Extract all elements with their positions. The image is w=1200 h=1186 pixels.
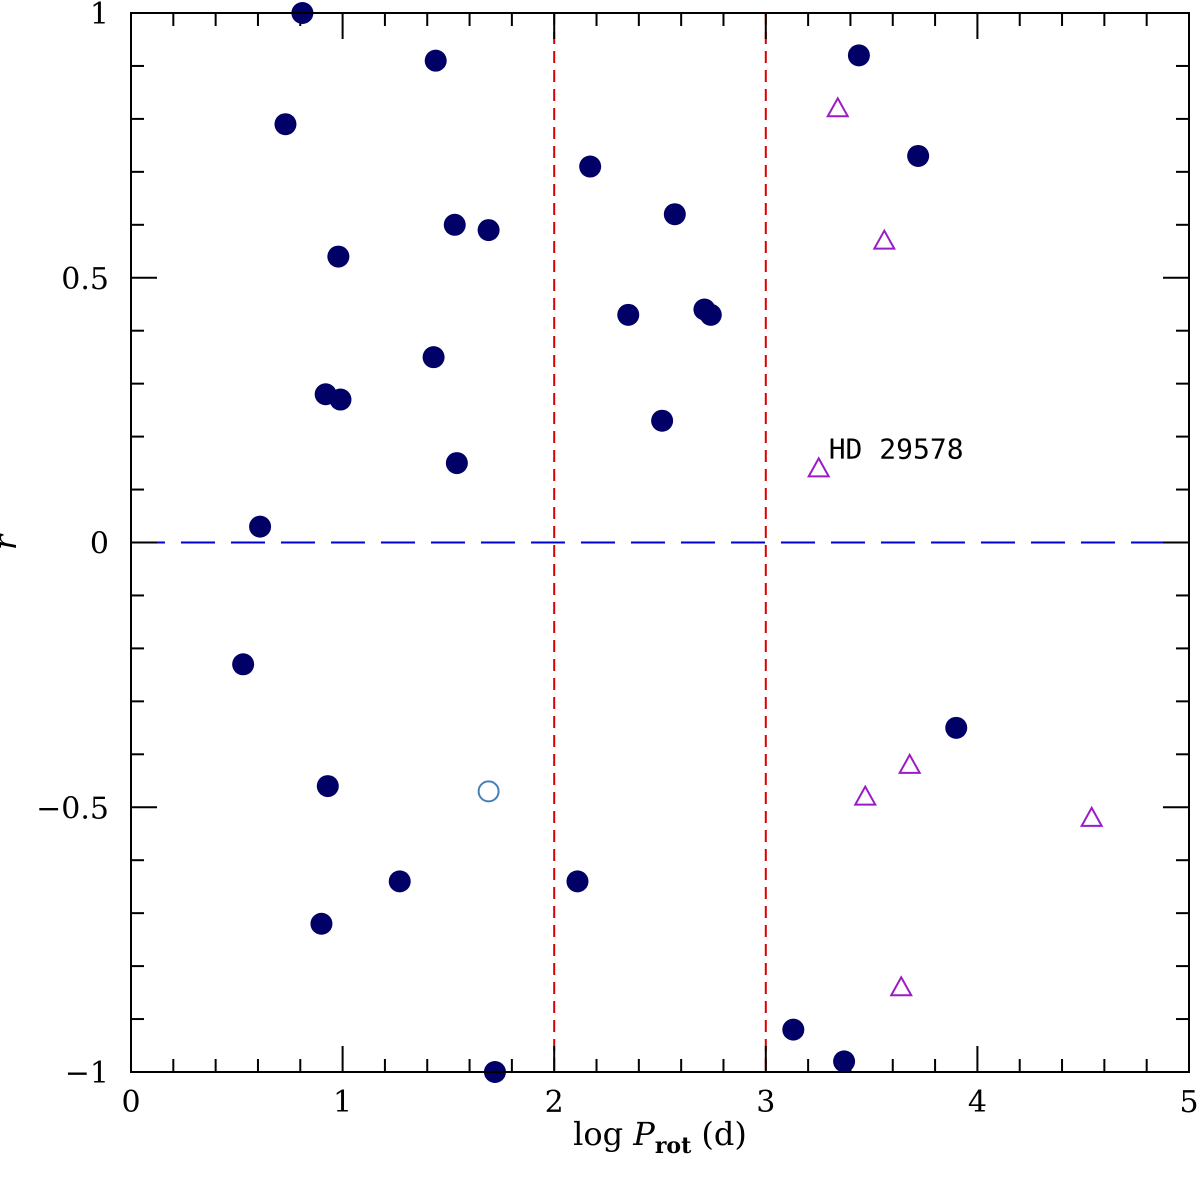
filled-circle-point [699,303,722,326]
plot-frame [130,12,1190,1073]
filled-circle-point [329,388,352,411]
tick-labels: 0 1 2 3 4 5 −1 −0.5 0 0.5 1 [36,0,1198,1120]
y-tick-label: 1 [90,0,109,32]
open-triangle-point [1079,805,1104,827]
x-tick-label: 1 [333,1085,352,1120]
open-triangle-point [826,96,850,118]
annotation-hd-29578: HD 29578 [829,432,964,465]
x-tick-label: 0 [121,1085,140,1120]
x-tick-label: 5 [1179,1085,1198,1120]
filled-circle-point [443,213,466,236]
x-tick-label: 2 [545,1085,564,1120]
x-axis-label-prefix: log [573,1115,633,1153]
filled-circle-point [579,155,602,178]
filled-circle-point [782,1018,805,1041]
data-points [232,2,1104,1083]
reference-lines [131,13,1189,1072]
filled-circle-point [232,653,255,676]
y-tick-label: 0.5 [61,262,109,297]
filled-circle-point [663,203,686,226]
filled-circle-point [274,113,297,136]
open-triangle-point [889,975,913,997]
x-axis-label-subscript: rot [655,1133,692,1159]
y-tick-label: −0.5 [36,791,109,826]
x-axis-label-variable: P [632,1115,655,1153]
open-triangle-point [872,228,896,250]
y-tick-label: 0 [90,527,109,562]
filled-circle-point [617,303,640,326]
filled-circle-point [422,346,445,369]
y-tick-label: −1 [65,1056,109,1091]
filled-circle-point [310,912,333,935]
filled-circle-point [249,515,272,538]
filled-circle-point [566,870,589,893]
filled-circle-point [424,49,447,72]
x-tick-label: 4 [968,1085,987,1120]
x-tick-label: 3 [756,1085,775,1120]
y-axis-label: r [0,533,24,550]
x-axis-label: log Prot (d) [573,1115,747,1159]
open-triangle-point [897,752,922,774]
open-triangle-point [853,784,877,806]
x-axis-label-unit: (d) [691,1115,747,1153]
filled-circle-point [477,219,500,242]
filled-circle-point [388,870,411,893]
open-circle-point [477,780,500,803]
filled-circle-point [833,1050,856,1073]
filled-circle-point [327,245,350,268]
filled-circle-point [847,44,870,67]
filled-circle-point [445,452,468,475]
filled-circle-point [907,144,930,167]
filled-circle-point [316,775,339,798]
open-triangle-point [807,456,831,478]
filled-circle-point [945,716,968,739]
filled-circle-point [651,409,674,432]
